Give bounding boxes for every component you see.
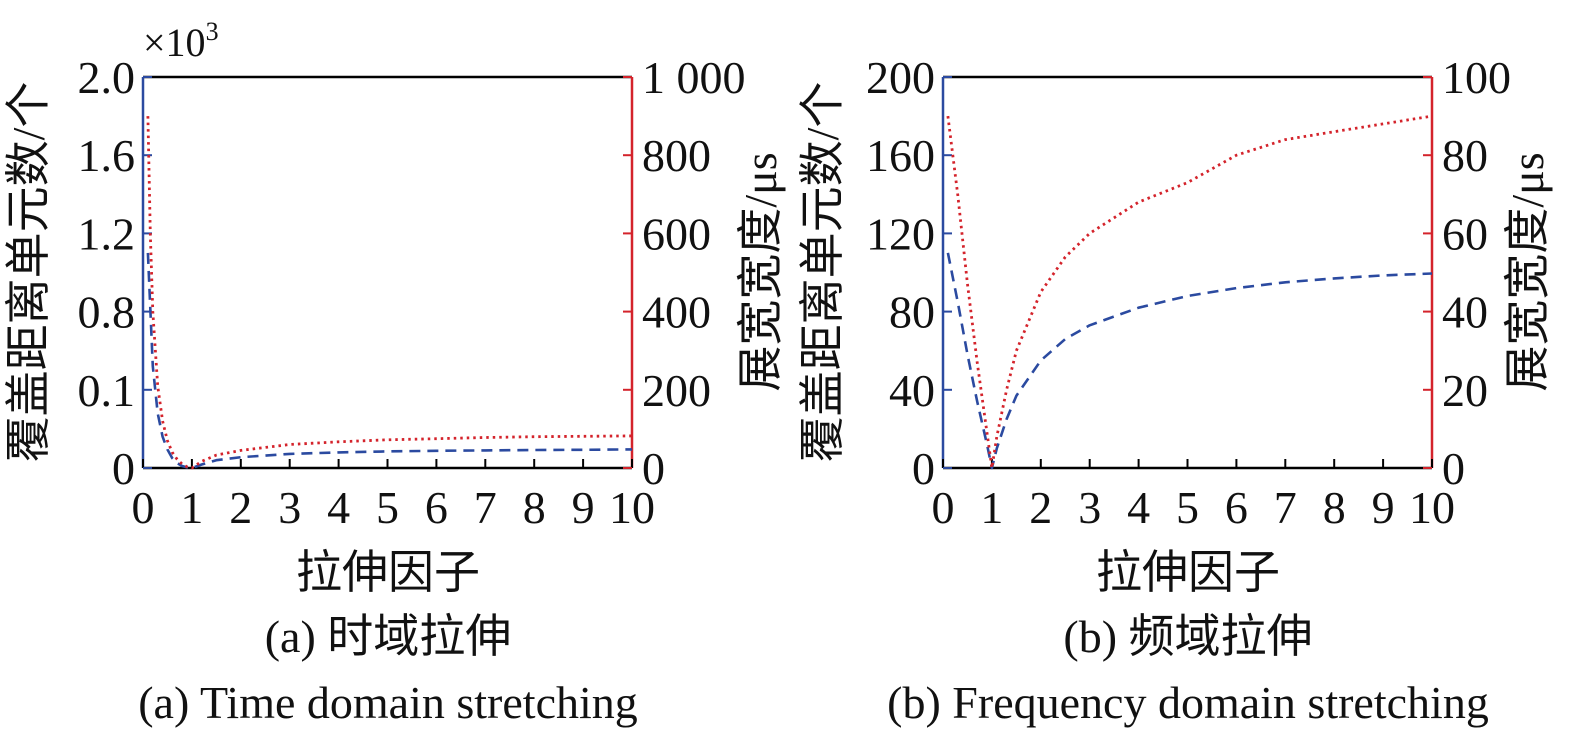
y-tick-label-left: 0: [112, 443, 135, 494]
y-tick-label-left: 160: [866, 130, 935, 181]
y-tick-label-left: 120: [866, 208, 935, 259]
series-dashed-line: [946, 252, 1433, 470]
x-tick-label: 5: [376, 482, 399, 533]
plot-area: 0 1 2 3 4 5 6 7 8 9 1000.10.81.21.62.0020040060080…: [78, 52, 746, 533]
y-tick-label-right: 80: [1442, 130, 1488, 181]
y-tick-label-right: 800: [642, 130, 711, 181]
y-tick-label-right: 0: [1442, 443, 1465, 494]
series-dotted-line: [146, 116, 633, 470]
y-tick-label-left: 200: [866, 52, 935, 103]
series-dashed-line: [146, 252, 633, 470]
x-tick-label: 8: [523, 482, 546, 533]
y-tick-label-right: 1 000: [642, 52, 746, 103]
series-dotted-line: [946, 114, 1433, 470]
x-axis-label: 拉伸因子: [296, 547, 480, 598]
y-tick-label-left: 1.6: [78, 130, 136, 181]
x-tick-label: 1: [180, 482, 203, 533]
y-axis-label-left: 覆盖距离单元数/个: [797, 82, 848, 463]
y-tick-label-left: 80: [889, 287, 935, 338]
left-axis-exponent: ×103: [143, 17, 219, 65]
y-tick-label-right: 600: [642, 208, 711, 259]
x-tick-label: 10: [609, 482, 655, 533]
x-tick-label: 10: [1409, 482, 1455, 533]
y-tick-label-right: 40: [1442, 287, 1488, 338]
x-tick-label: 6: [1225, 482, 1248, 533]
x-tick-label: 3: [1078, 482, 1101, 533]
y-tick-label-right: 100: [1442, 52, 1511, 103]
y-tick-label-left: 0.1: [78, 365, 136, 416]
x-tick-label: 0: [932, 482, 955, 533]
panel-caption-en: (a) Time domain stretching: [138, 677, 638, 728]
y-tick-label-left: 0: [912, 443, 935, 494]
y-tick-label-left: 2.0: [78, 52, 136, 103]
panel-time-domain: 0 1 2 3 4 5 6 7 8 9 1000.10.81.21.62.0020040060080…: [3, 17, 786, 728]
x-tick-label: 4: [1127, 482, 1150, 533]
panel-caption-cn: (a) 时域拉伸: [265, 611, 512, 662]
x-tick-label: 9: [572, 482, 595, 533]
y-tick-label-right: 200: [642, 365, 711, 416]
y-axis-label-left: 覆盖距离单元数/个: [3, 82, 54, 463]
x-tick-label: 1: [980, 482, 1003, 533]
x-tick-label: 7: [474, 482, 497, 533]
x-tick-label: 5: [1176, 482, 1199, 533]
panel-caption-cn: (b) 频域拉伸: [1063, 611, 1312, 662]
x-tick-label: 2: [1029, 482, 1052, 533]
x-tick-label: 3: [278, 482, 301, 533]
x-tick-label: 7: [1274, 482, 1297, 533]
y-tick-label-left: 1.2: [78, 208, 136, 259]
y-tick-label-right: 60: [1442, 208, 1488, 259]
y-tick-label-left: 40: [889, 365, 935, 416]
y-tick-label-left: 0.8: [78, 287, 136, 338]
x-axis-label: 拉伸因子: [1096, 547, 1280, 598]
x-tick-label: 2: [229, 482, 252, 533]
panel-caption-en: (b) Frequency domain stretching: [887, 677, 1489, 728]
x-tick-label: 4: [327, 482, 350, 533]
y-tick-label-right: 20: [1442, 365, 1488, 416]
y-axis-label-right: 展宽宽度/μs: [1502, 152, 1553, 391]
x-tick-label: 0: [132, 482, 155, 533]
x-tick-label: 9: [1372, 482, 1395, 533]
y-tick-label-right: 400: [642, 287, 711, 338]
x-tick-label: 8: [1323, 482, 1346, 533]
x-tick-label: 6: [425, 482, 448, 533]
y-axis-label-right: 展宽宽度/μs: [735, 152, 786, 391]
y-tick-label-right: 0: [642, 443, 665, 494]
